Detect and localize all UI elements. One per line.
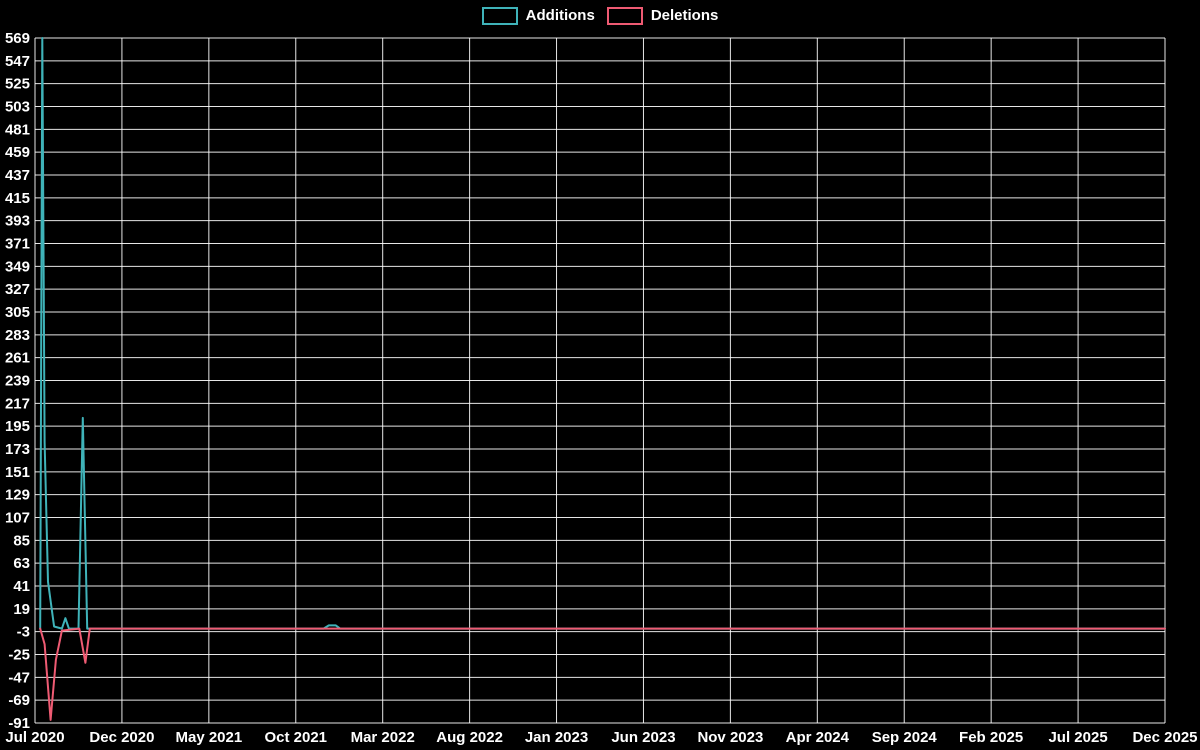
y-axis-label: 327 [5,281,30,298]
legend-item-additions[interactable]: Additions [481,6,595,26]
y-axis-label: 459 [5,144,30,161]
y-axis-label: 129 [5,487,30,504]
legend-label-additions: Additions [525,7,595,24]
x-axis-label: Jul 2025 [1048,729,1107,746]
y-axis-label: 503 [5,99,30,116]
chart-legend: Additions Deletions [0,6,1200,26]
legend-item-deletions[interactable]: Deletions [606,6,719,26]
x-axis-label: Apr 2024 [786,729,850,746]
x-axis-label: Jun 2023 [611,729,675,746]
y-axis-label: 173 [5,441,30,458]
y-axis-label: 283 [5,327,30,344]
y-axis-label: 195 [5,418,30,435]
y-axis-label: -25 [8,647,30,664]
y-axis-label: -3 [17,624,30,641]
x-axis-label: Dec 2025 [1132,729,1197,746]
y-axis-label: 481 [5,121,30,138]
x-axis-label: Sep 2024 [872,729,938,746]
x-axis-label: Jul 2020 [5,729,64,746]
deletions-swatch-icon [606,7,643,25]
y-axis-label: 525 [5,76,30,93]
x-axis-label: May 2021 [175,729,242,746]
y-axis-label: -47 [8,669,30,686]
x-axis-label: Mar 2022 [351,729,415,746]
additions-swatch-icon [481,7,518,25]
y-axis-label: 349 [5,258,30,275]
y-axis-label: 371 [5,236,30,253]
y-axis-label: 107 [5,510,30,527]
y-axis-label: 305 [5,304,30,321]
y-axis-label: 437 [5,167,30,184]
x-axis-label: Jan 2023 [525,729,588,746]
y-axis-label: 63 [13,555,30,572]
x-axis-label: Feb 2025 [959,729,1023,746]
series-line-deletions [39,627,1166,721]
y-axis-label: 393 [5,213,30,230]
y-axis-label: 85 [13,532,30,549]
x-axis-label: Aug 2022 [436,729,503,746]
y-axis-label: 19 [13,601,30,618]
x-axis-label: Dec 2020 [89,729,154,746]
x-axis-label: Oct 2021 [264,729,327,746]
y-axis-label: 217 [5,395,30,412]
y-axis-label: -91 [8,715,30,732]
y-axis-label: 415 [5,190,30,207]
y-axis-label: 547 [5,53,30,70]
legend-label-deletions: Deletions [650,7,719,24]
y-axis-label: 151 [5,464,30,481]
y-axis-label: 239 [5,373,30,390]
y-axis-label: 569 [5,30,30,47]
y-axis-label: 261 [5,350,30,367]
y-axis-label: -69 [8,692,30,709]
y-axis-label: 41 [13,578,30,595]
x-axis-label: Nov 2023 [697,729,763,746]
